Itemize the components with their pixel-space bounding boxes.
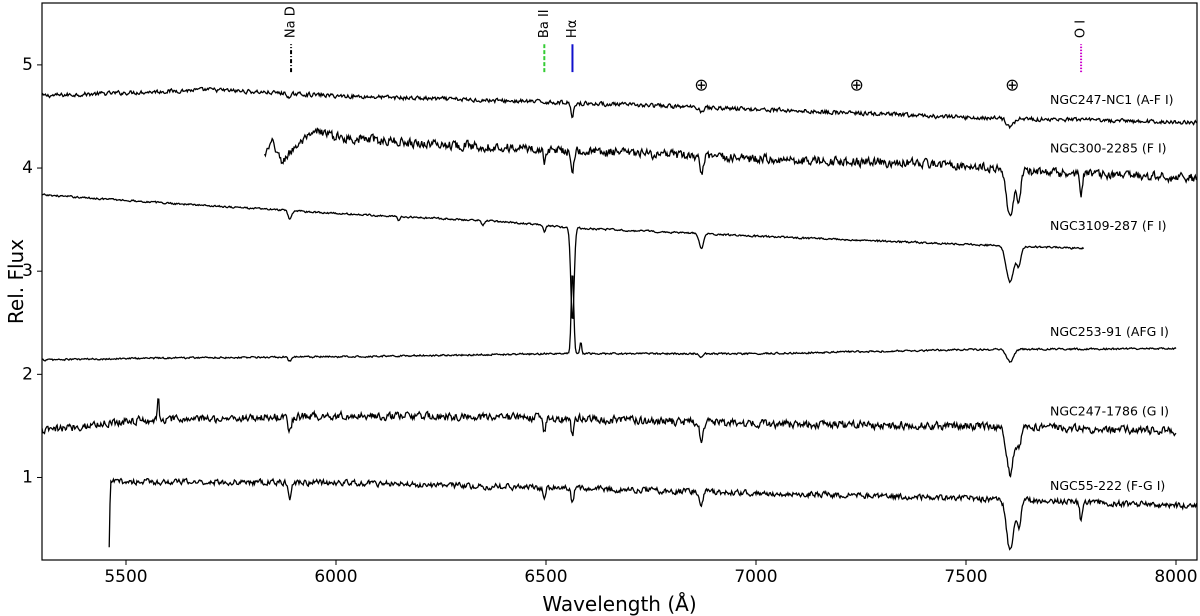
line-marker-label: Ba II <box>537 9 552 38</box>
y-axis-title: Rel. Flux <box>4 239 28 324</box>
x-tick-label: 5500 <box>104 567 147 587</box>
series-line <box>264 127 1197 217</box>
x-tick-label: 6000 <box>314 567 357 587</box>
series-label: NGC300-2285 (F I) <box>1050 141 1167 156</box>
line-marker-label: Na D <box>284 6 299 38</box>
x-tick-label: 6500 <box>524 567 567 587</box>
y-tick-label: 3 <box>22 261 33 281</box>
series-label: NGC253-91 (AFG I) <box>1050 324 1169 339</box>
plot-frame <box>41 2 1198 561</box>
series-label: NGC247-NC1 (A-F I) <box>1050 92 1174 107</box>
series-group <box>42 86 1197 551</box>
y-tick-label: 4 <box>22 158 33 178</box>
x-tick-label: 7500 <box>944 567 987 587</box>
x-axis-title: Wavelength (Å) <box>542 592 696 616</box>
telluric-symbol: ⊕ <box>850 76 864 96</box>
line-marker-label: Hα <box>565 20 580 38</box>
x-tick-label: 7000 <box>734 567 777 587</box>
y-tick-label: 2 <box>22 364 33 384</box>
series-line <box>42 193 1085 320</box>
y-tick-label: 5 <box>22 55 33 75</box>
line-marker-label: O I <box>1074 20 1089 38</box>
telluric-symbol: ⊕ <box>1005 76 1019 96</box>
series-label: NGC3109-287 (F I) <box>1050 218 1167 233</box>
series-line <box>42 86 1197 130</box>
x-tick-label: 8000 <box>1154 567 1197 587</box>
telluric-symbol: ⊕ <box>694 76 708 96</box>
series-line <box>42 275 1177 363</box>
series-line <box>42 398 1177 478</box>
series-label: NGC55-222 (F-G I) <box>1050 478 1165 493</box>
series-line <box>108 477 1197 551</box>
series-label: NGC247-1786 (G I) <box>1050 404 1169 419</box>
y-tick-label: 1 <box>22 467 33 487</box>
